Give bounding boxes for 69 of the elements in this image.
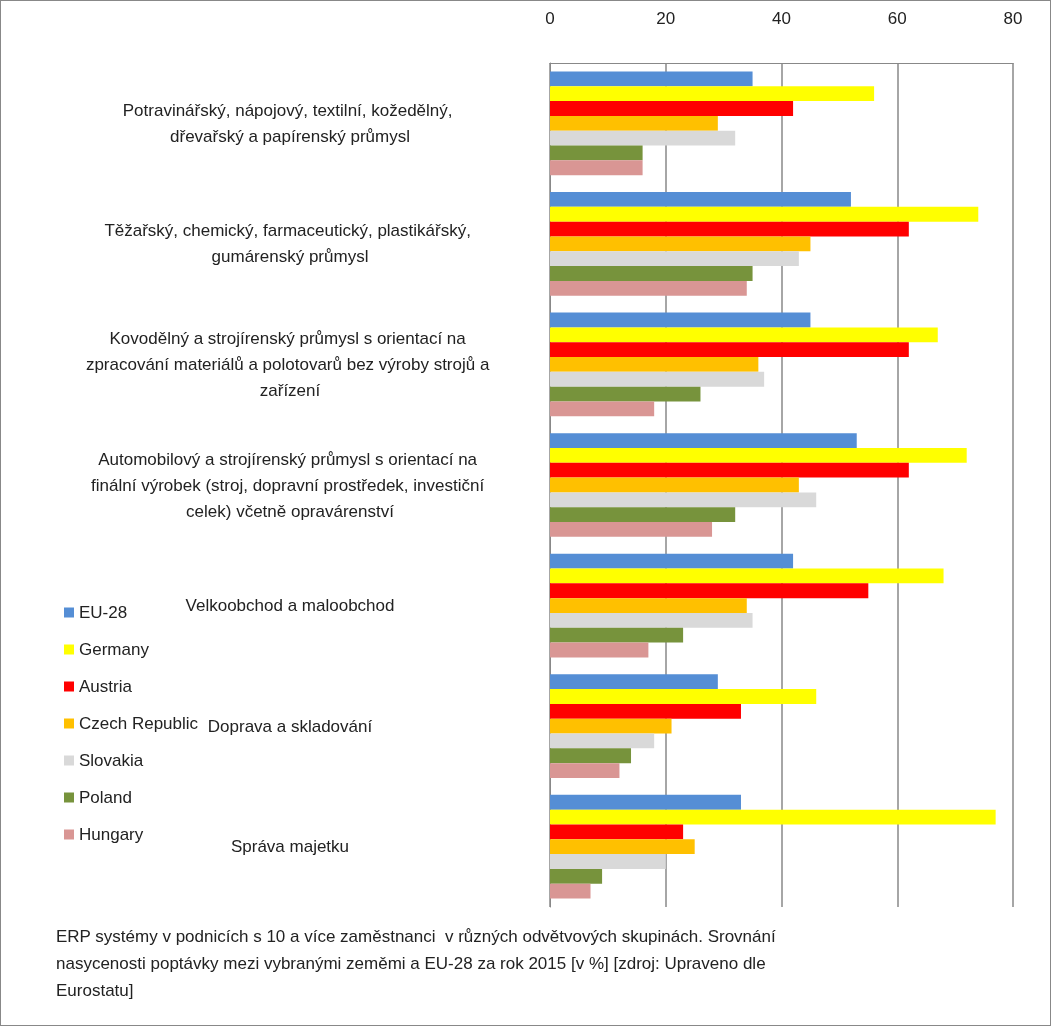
bar xyxy=(550,553,794,569)
legend-label: Slovakia xyxy=(79,751,144,770)
bar xyxy=(550,115,718,131)
x-tick-label: 0 xyxy=(545,9,555,28)
x-tick-label: 60 xyxy=(887,9,907,28)
bar xyxy=(550,883,591,899)
bar xyxy=(550,447,967,463)
bar xyxy=(550,733,655,749)
y-tick-label: Doprava a skladování xyxy=(207,716,373,736)
legend-label: Germany xyxy=(79,640,150,659)
legend-label: Czech Republic xyxy=(79,714,199,733)
bar xyxy=(550,342,909,358)
bar xyxy=(550,477,799,493)
legend-label: Hungary xyxy=(79,825,144,844)
x-tick-label: 20 xyxy=(656,9,676,28)
y-tick-label: Správa majetku xyxy=(230,837,350,857)
bar xyxy=(550,689,817,704)
bar xyxy=(550,236,811,252)
bar xyxy=(550,583,869,599)
bar xyxy=(550,612,753,628)
bar xyxy=(550,522,713,537)
bar xyxy=(550,718,672,734)
bar xyxy=(550,327,938,343)
bar xyxy=(550,357,759,372)
y-tick-label: Automobilový a strojírenský průmysl s orientací na finální výrobek (stroj, dopravní prostředek, investiční celek) včetně opravárenství xyxy=(91,449,489,521)
bar xyxy=(550,763,620,778)
x-tick-label: 80 xyxy=(1003,9,1023,28)
legend-label: EU-28 xyxy=(79,603,128,622)
bar xyxy=(550,160,643,176)
y-tick-label: Potravinářský, nápojový, textilní, kožedělný, dřevařský a papírenský průmysl xyxy=(122,100,458,146)
bar xyxy=(550,251,799,267)
bar xyxy=(550,130,736,146)
bar xyxy=(550,627,684,643)
bar xyxy=(550,266,753,281)
bar xyxy=(550,492,817,508)
bar xyxy=(550,809,996,825)
bar xyxy=(550,221,909,237)
bar xyxy=(550,280,747,296)
bar xyxy=(550,507,736,523)
bar xyxy=(550,206,979,222)
bar xyxy=(550,868,603,884)
bar xyxy=(550,854,666,869)
bar xyxy=(550,312,811,328)
bar xyxy=(550,703,741,719)
text: ERP systémy v podnicích s 10 a více zaměstnanci v různých odvětvových skupinách. Srovnání nasycenosti poptávky mezi vybranými zeměmi a EU-28 za rok 2015 [v %] [zdroj: Upraveno dle Eurostatu] xyxy=(56,927,781,1000)
bar xyxy=(550,145,643,161)
bar xyxy=(550,794,741,810)
legend-label: Austria xyxy=(79,677,133,696)
bar xyxy=(550,824,684,840)
bar xyxy=(550,71,753,87)
bar xyxy=(550,748,632,764)
bar xyxy=(550,674,718,690)
bar xyxy=(550,101,794,116)
bar xyxy=(550,462,909,478)
bar xyxy=(550,433,857,448)
y-tick-label: Těžařský, chemický, farmaceutický, plastikářský, gumárenský průmysl xyxy=(104,221,476,267)
y-tick-label: Kovodělný a strojírenský průmysl s orientací na zpracování materiálů a polotovarů bez výroby strojů a zařízení xyxy=(85,328,495,400)
y-tick-label: Velkoobchod a maloobchod xyxy=(185,596,395,616)
bar xyxy=(550,86,875,102)
bar xyxy=(550,642,649,658)
legend-label: Poland xyxy=(79,788,132,807)
bar xyxy=(550,371,765,387)
bar xyxy=(550,386,701,402)
bar xyxy=(550,598,747,613)
bar xyxy=(550,839,695,855)
bar xyxy=(550,192,851,207)
bar xyxy=(550,568,944,584)
x-tick-label: 40 xyxy=(772,9,791,28)
bar xyxy=(550,401,655,417)
